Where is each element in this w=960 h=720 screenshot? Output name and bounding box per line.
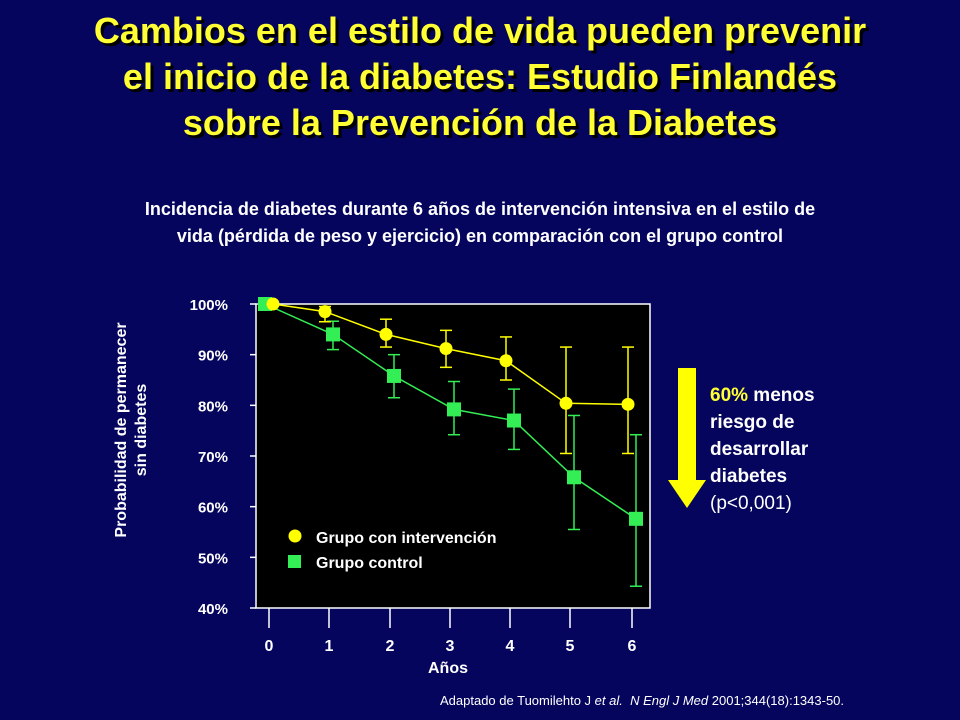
x-tick-label: 1 <box>325 638 334 655</box>
x-axis: 0 1 2 3 4 5 6 <box>265 608 637 655</box>
x-tick-label: 4 <box>506 638 515 655</box>
slide-title: Cambios en el estilo de vida pueden prev… <box>0 8 960 146</box>
x-axis-label: Años <box>428 660 468 677</box>
y-tick-label: 60% <box>198 500 228 517</box>
data-point-control <box>629 511 643 526</box>
risk-line-3: desarrollar <box>710 439 809 460</box>
data-point-intervention <box>439 342 453 356</box>
citation: Adaptado de Tuomilehto J et al. N Engl J… <box>440 693 950 708</box>
data-point-intervention <box>379 327 393 341</box>
down-arrow-icon <box>668 368 706 508</box>
citation-post: 2001;344(18):1343-50. <box>708 693 845 708</box>
data-point-control <box>447 402 461 417</box>
risk-percent: 60% <box>710 385 749 406</box>
title-line-1: Cambios en el estilo de vida pueden prev… <box>93 10 867 51</box>
data-point-intervention <box>499 354 513 368</box>
risk-line-4: diabetes <box>710 466 788 487</box>
citation-pre: Adaptado de Tuomilehto J <box>440 693 595 708</box>
y-tick-label: 90% <box>198 348 228 365</box>
risk-line-2: riesgo de <box>710 412 795 433</box>
y-axis-label-line-1: Probabilidad de permanecer <box>113 322 130 537</box>
y-axis: 40% 50% 60% 70% 80% 90% 100% <box>190 297 256 618</box>
data-point-control <box>507 413 521 428</box>
risk-line-1: menos <box>748 385 815 406</box>
risk-pvalue: (p<0,001) <box>710 493 792 514</box>
citation-mid <box>623 693 630 708</box>
data-point-intervention <box>266 297 280 311</box>
legend-marker-control <box>288 555 301 568</box>
x-tick-label: 3 <box>446 638 455 655</box>
data-point-intervention <box>621 397 635 411</box>
data-point-control <box>326 327 340 342</box>
subtitle-line-1: Incidencia de diabetes durante 6 años de… <box>144 199 816 219</box>
x-tick-label: 2 <box>386 638 395 655</box>
chart-legend: Grupo con intervención Grupo control <box>288 529 496 572</box>
title-line-2: el inicio de la diabetes: Estudio Finlan… <box>122 56 838 97</box>
y-axis-label: Probabilidad de permanecer sin diabetes <box>113 322 150 537</box>
y-tick-label: 40% <box>198 601 228 618</box>
x-tick-label: 5 <box>566 638 575 655</box>
x-tick-label: 0 <box>265 638 274 655</box>
y-tick-label: 50% <box>198 550 228 567</box>
legend-marker-intervention <box>288 529 302 543</box>
legend-label-intervention: Grupo con intervención <box>316 530 496 547</box>
data-point-control <box>567 470 581 485</box>
data-point-intervention <box>559 396 573 410</box>
y-tick-label: 70% <box>198 449 228 466</box>
risk-annotation: 60% menos riesgo de desarrollar diabetes… <box>710 382 890 517</box>
y-tick-label: 100% <box>190 297 228 314</box>
y-axis-label-line-2: sin diabetes <box>133 384 150 477</box>
citation-journal: N Engl J Med <box>630 693 709 708</box>
plot-area <box>255 303 651 609</box>
y-tick-label: 80% <box>198 398 228 415</box>
data-point-intervention <box>318 305 332 319</box>
citation-etal: et al. <box>594 693 623 708</box>
legend-label-control: Grupo control <box>316 555 423 572</box>
title-line-3: sobre la Prevención de la Diabetes <box>182 102 778 143</box>
slide-subtitle: Incidencia de diabetes durante 6 años de… <box>20 196 940 250</box>
subtitle-line-2: vida (pérdida de peso y ejercicio) en co… <box>176 226 784 246</box>
data-point-control <box>387 368 401 383</box>
x-tick-label: 6 <box>628 638 637 655</box>
series-markers <box>258 297 643 526</box>
